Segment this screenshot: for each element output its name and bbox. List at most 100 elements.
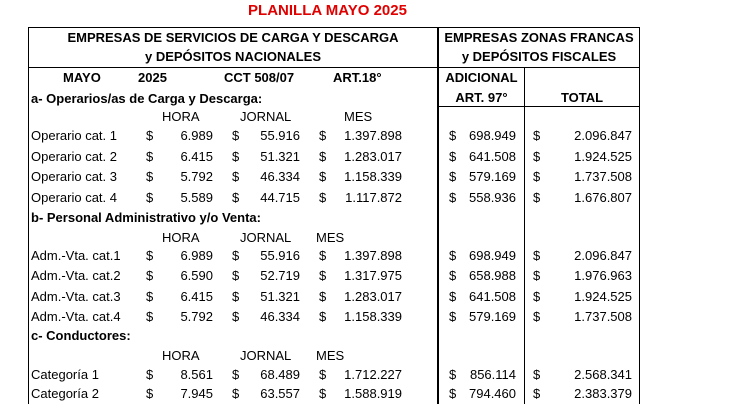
month: MAYO (63, 70, 101, 85)
border-top (28, 27, 640, 28)
currency-symbol: $ (146, 128, 154, 143)
currency-symbol: $ (146, 367, 154, 382)
value-total: 2.383.379 (574, 386, 632, 401)
border-left (28, 27, 29, 404)
column-header: HORA (162, 230, 200, 245)
value-total: 2.568.341 (574, 367, 632, 382)
row-label: Categoría 1 (31, 367, 99, 382)
value-jornal: 52.719 (260, 268, 300, 283)
value-adicional: 558.936 (469, 190, 516, 205)
header-left-2: y DEPÓSITOS NACIONALES (144, 49, 321, 64)
divider-right (524, 67, 525, 404)
currency-symbol: $ (232, 367, 240, 382)
value-jornal: 44.715 (260, 190, 300, 205)
column-header: MES (316, 230, 345, 245)
value-mes: 1.158.339 (344, 169, 402, 184)
currency-symbol: $ (319, 367, 327, 382)
column-header: JORNAL (240, 109, 292, 124)
currency-symbol: $ (449, 190, 457, 205)
currency-symbol: $ (319, 190, 327, 205)
currency-symbol: $ (533, 248, 541, 263)
value-adicional: 856.114 (469, 367, 516, 382)
currency-symbol: $ (449, 367, 457, 382)
currency-symbol: $ (232, 386, 240, 401)
value-total: 1.924.525 (574, 149, 632, 164)
value-hora: 7.945 (180, 386, 213, 401)
value-mes: 1.117.872 (345, 190, 402, 205)
currency-symbol: $ (319, 128, 327, 143)
currency-symbol: $ (319, 289, 327, 304)
value-adicional: 641.508 (469, 149, 516, 164)
currency-symbol: $ (449, 289, 457, 304)
value-jornal: 55.916 (260, 248, 300, 263)
value-mes: 1.397.898 (344, 128, 402, 143)
currency-symbol: $ (146, 386, 154, 401)
value-mes: 1.588.919 (344, 386, 402, 401)
currency-symbol: $ (449, 268, 457, 283)
currency-symbol: $ (319, 248, 327, 263)
value-mes: 1.712.227 (344, 367, 402, 382)
currency-symbol: $ (533, 386, 541, 401)
currency-symbol: $ (533, 149, 541, 164)
header-left-1: EMPRESAS DE SERVICIOS DE CARGA Y DESCARG… (67, 30, 399, 45)
currency-symbol: $ (449, 149, 457, 164)
value-adicional: 698.949 (469, 128, 516, 143)
currency-symbol: $ (533, 367, 541, 382)
currency-symbol: $ (449, 128, 457, 143)
column-header: JORNAL (240, 230, 292, 245)
value-adicional: 641.508 (469, 289, 516, 304)
currency-symbol: $ (533, 169, 541, 184)
art: ART.18° (333, 70, 382, 85)
currency-symbol: $ (533, 289, 541, 304)
adicional-header: ADICIONAL (445, 70, 518, 85)
currency-symbol: $ (319, 309, 327, 324)
value-hora: 5.792 (180, 169, 213, 184)
value-mes: 1.317.975 (344, 268, 402, 283)
currency-symbol: $ (146, 190, 154, 205)
value-adicional: 698.949 (469, 248, 516, 263)
page-title: PLANILLA MAYO 2025 (248, 2, 407, 19)
currency-symbol: $ (533, 268, 541, 283)
value-total: 1.737.508 (574, 309, 632, 324)
currency-symbol: $ (449, 386, 457, 401)
value-hora: 5.792 (180, 309, 213, 324)
header-rule (28, 67, 640, 68)
value-jornal: 68.489 (260, 367, 300, 382)
total-header: TOTAL (560, 90, 604, 105)
adicional-art-header: ART. 97° (455, 90, 508, 105)
currency-symbol: $ (232, 289, 240, 304)
value-adicional: 579.169 (469, 309, 516, 324)
value-jornal: 51.321 (260, 149, 300, 164)
row-label: Operario cat. 1 (31, 128, 117, 143)
currency-symbol: $ (232, 149, 240, 164)
currency-symbol: $ (146, 268, 154, 283)
header-right-2: y DEPÓSITOS FISCALES (461, 49, 617, 64)
row-label: Operario cat. 4 (31, 190, 117, 205)
value-hora: 6.415 (180, 289, 213, 304)
value-hora: 6.989 (180, 128, 213, 143)
currency-symbol: $ (533, 128, 541, 143)
value-jornal: 46.334 (260, 169, 300, 184)
value-adicional: 579.169 (469, 169, 516, 184)
currency-symbol: $ (319, 386, 327, 401)
currency-symbol: $ (232, 128, 240, 143)
currency-symbol: $ (449, 309, 457, 324)
currency-symbol: $ (232, 268, 240, 283)
subheader-rule (438, 106, 640, 107)
currency-symbol: $ (319, 268, 327, 283)
currency-symbol: $ (319, 149, 327, 164)
value-hora: 6.989 (180, 248, 213, 263)
value-hora: 6.590 (180, 268, 213, 283)
currency-symbol: $ (232, 169, 240, 184)
divider-main (437, 27, 439, 404)
value-total: 2.096.847 (574, 248, 632, 263)
border-right (639, 27, 640, 404)
currency-symbol: $ (146, 149, 154, 164)
row-label: Adm.-Vta. cat.2 (31, 268, 121, 283)
value-jornal: 55.916 (260, 128, 300, 143)
currency-symbol: $ (146, 169, 154, 184)
column-header: MES (344, 109, 373, 124)
currency-symbol: $ (146, 309, 154, 324)
value-mes: 1.397.898 (344, 248, 402, 263)
